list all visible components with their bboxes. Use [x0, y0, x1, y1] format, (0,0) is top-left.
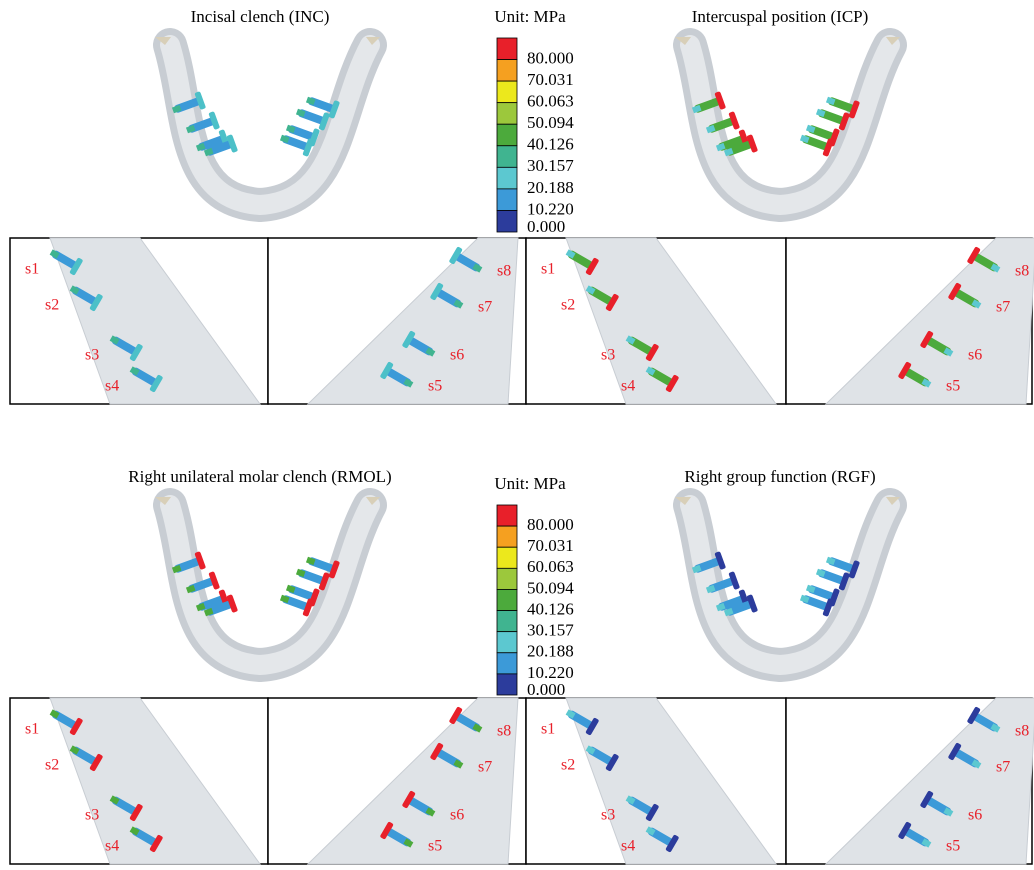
colorbar-segment [497, 526, 517, 547]
colorbar-segment [497, 81, 517, 103]
mandible [675, 497, 900, 665]
condyle [155, 37, 380, 45]
detail-box: s8 s7 s6 s5 [786, 238, 1034, 404]
figure: Incisal clench (INC) s1 s2 s3 s4 s8 s7 s6 s5 Inte… [0, 0, 1034, 865]
screw-label: s3 [601, 347, 615, 364]
detail-box: s1 s2 s3 s4 [526, 698, 786, 864]
condyle [675, 37, 900, 45]
screw-label: s5 [428, 838, 442, 855]
legend-label: 80.000 [527, 48, 574, 67]
screw-label: s5 [428, 378, 442, 395]
screw-label: s4 [621, 838, 635, 855]
legend-label: 30.157 [527, 156, 574, 175]
screw-label: s3 [85, 347, 99, 364]
panel-title: Right group function (RGF) [684, 467, 875, 486]
screw-label: s8 [497, 723, 511, 740]
colorbar-segment [497, 189, 517, 211]
detail-box: s1 s2 s3 s4 [10, 238, 268, 404]
detail-box: s1 s2 s3 s4 [526, 238, 786, 404]
condyle [675, 497, 900, 505]
detail-box: s8 s7 s6 s5 [268, 238, 526, 404]
screw-label: s8 [1015, 263, 1029, 280]
screw-label: s5 [946, 838, 960, 855]
screw-label: s7 [478, 299, 492, 316]
condyle [155, 497, 380, 505]
legend-label: 20.188 [527, 178, 574, 197]
legend-label: 10.220 [527, 199, 574, 218]
colorbar-segment [497, 60, 517, 82]
colorbar-segment [497, 674, 517, 695]
mandible [155, 497, 380, 665]
colorbar-segment [497, 124, 517, 146]
screw-label: s2 [561, 757, 575, 774]
legend-label: 30.157 [527, 621, 574, 640]
colorbar-segment [497, 632, 517, 653]
screw-label: s1 [541, 261, 555, 278]
screw-label: s3 [85, 807, 99, 824]
legend-label: 60.063 [527, 92, 574, 111]
colorbar-segment [497, 210, 517, 232]
legend-unit: Unit: MPa [494, 474, 566, 493]
screw-label: s7 [996, 759, 1010, 776]
screw-label: s6 [450, 347, 464, 364]
panel-title: Incisal clench (INC) [191, 7, 330, 26]
screw-label: s6 [450, 807, 464, 824]
legend-label: 40.126 [527, 599, 574, 618]
screw-label: s3 [601, 807, 615, 824]
screw-label: s7 [996, 299, 1010, 316]
colorbar-segment [497, 167, 517, 189]
legend-label: 40.126 [527, 135, 574, 154]
screw-label: s4 [621, 378, 635, 395]
legend-label: 70.031 [527, 536, 574, 555]
colorbar-segment [497, 38, 517, 60]
detail-box: s1 s2 s3 s4 [10, 698, 268, 864]
colorbar-segment [497, 547, 517, 568]
legend-label: 80.000 [527, 515, 574, 534]
legend-label: 0.000 [527, 217, 565, 236]
screw-label: s1 [25, 261, 39, 278]
legend-label: 50.094 [527, 113, 574, 132]
legend-label: 50.094 [527, 578, 574, 597]
screw-label: s2 [45, 297, 59, 314]
screw-label: s7 [478, 759, 492, 776]
mandible [155, 37, 380, 205]
screw-label: s8 [497, 263, 511, 280]
screw-label: s6 [968, 807, 982, 824]
screw-label: s1 [541, 721, 555, 738]
colorbar-segment [497, 653, 517, 674]
mandible [675, 37, 900, 205]
legend-label: 60.063 [527, 557, 574, 576]
screw-label: s4 [105, 378, 119, 395]
detail-box: s8 s7 s6 s5 [268, 698, 526, 864]
screw-label: s2 [45, 757, 59, 774]
screw-label: s4 [105, 838, 119, 855]
colorbar-segment [497, 589, 517, 610]
colorbar-segment [497, 505, 517, 526]
detail-box: s8 s7 s6 s5 [786, 698, 1034, 864]
screw-label: s2 [561, 297, 575, 314]
legend-label: 20.188 [527, 642, 574, 661]
colorbar-segment [497, 568, 517, 589]
screw-label: s1 [25, 721, 39, 738]
screw-label: s6 [968, 347, 982, 364]
screw-label: s8 [1015, 723, 1029, 740]
screw-label: s5 [946, 378, 960, 395]
colorbar-segment [497, 611, 517, 632]
colorbar-segment [497, 103, 517, 125]
colorbar-segment [497, 146, 517, 168]
legend-label: 0.000 [527, 680, 565, 699]
legend-label: 70.031 [527, 70, 574, 89]
panel-title: Right unilateral molar clench (RMOL) [128, 467, 391, 486]
legend-unit: Unit: MPa [494, 7, 566, 26]
panel-title: Intercuspal position (ICP) [692, 7, 869, 26]
